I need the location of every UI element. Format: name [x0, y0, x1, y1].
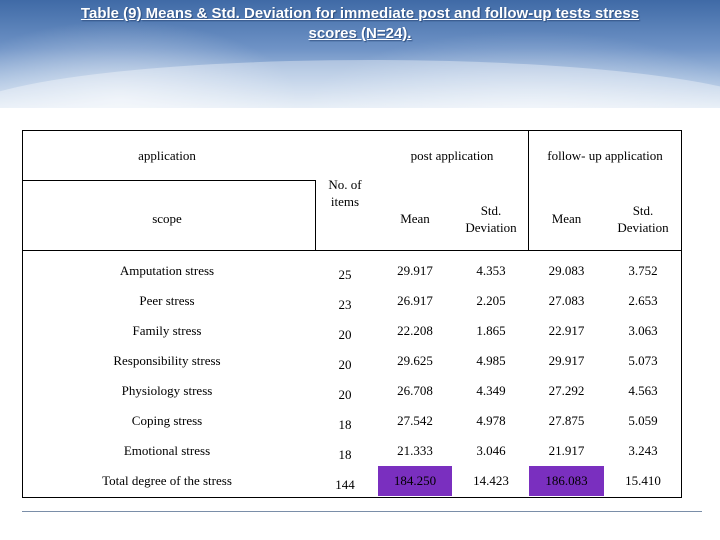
title-line-2: scores (N=24).	[308, 25, 412, 42]
row-scope: Peer stress	[139, 293, 195, 308]
row-post-mean: 184.250	[393, 473, 437, 488]
header-divider	[22, 180, 315, 181]
row-items: 18	[338, 417, 352, 432]
row-fu-mean: 27.292	[548, 383, 585, 398]
row-items: 144	[335, 477, 355, 492]
row-items: 20	[338, 327, 352, 342]
header-post-std: Std. Deviation	[465, 203, 517, 235]
header-fu-mean: Mean	[551, 211, 582, 226]
row-fu-std: 2.653	[628, 293, 658, 308]
header-fu-std: Std. Deviation	[617, 203, 669, 235]
title-line-1: Table (9) Means & Std. Deviation for imm…	[80, 5, 640, 22]
row-post-std: 4.349	[476, 383, 506, 398]
row-fu-std: 3.752	[628, 263, 658, 278]
row-fu-std: 5.059	[628, 413, 658, 428]
row-scope: Coping stress	[131, 413, 203, 428]
header-post-application: post application	[410, 148, 494, 163]
row-post-mean: 29.625	[397, 353, 433, 368]
row-fu-std: 3.243	[628, 443, 658, 458]
row-post-std: 3.046	[476, 443, 506, 458]
row-scope: Amputation stress	[119, 263, 215, 278]
total-fu-mean-highlight	[529, 466, 604, 496]
column-divider	[315, 180, 316, 250]
header-items: No. of items	[328, 177, 362, 209]
row-post-std: 2.205	[476, 293, 506, 308]
row-fu-mean: 21.917	[548, 443, 585, 458]
row-scope: Family stress	[132, 323, 202, 338]
header-scope: scope	[152, 211, 182, 226]
row-post-std: 4.353	[476, 263, 506, 278]
row-post-mean: 29.917	[397, 263, 433, 278]
header-application: application	[138, 148, 196, 163]
row-post-mean: 21.333	[397, 443, 433, 458]
footer-divider	[22, 511, 702, 512]
table-frame	[22, 130, 682, 498]
row-fu-std: 5.073	[628, 353, 658, 368]
row-post-std: 4.985	[476, 353, 506, 368]
row-post-mean: 26.917	[397, 293, 433, 308]
row-fu-std: 4.563	[628, 383, 658, 398]
row-post-mean: 22.208	[397, 323, 433, 338]
row-items: 18	[338, 447, 352, 462]
header-post-mean: Mean	[400, 211, 430, 226]
row-fu-mean: 29.083	[548, 263, 585, 278]
row-fu-mean: 29.917	[548, 353, 585, 368]
row-fu-mean: 27.875	[548, 413, 585, 428]
row-post-std: 14.423	[473, 473, 509, 488]
row-fu-mean: 186.083	[545, 473, 588, 488]
row-fu-mean: 22.917	[548, 323, 585, 338]
row-post-std: 4.978	[476, 413, 506, 428]
row-scope: Physiology stress	[121, 383, 213, 398]
row-fu-std: 15.410	[625, 473, 661, 488]
header-follow-up-application: follow- up application	[547, 148, 663, 163]
total-post-mean-highlight	[378, 466, 452, 496]
row-scope: Responsibility stress	[113, 353, 221, 368]
row-items: 25	[338, 267, 352, 282]
row-items: 23	[338, 297, 352, 312]
row-post-mean: 27.542	[397, 413, 433, 428]
column-divider	[528, 130, 529, 250]
row-items: 20	[338, 357, 352, 372]
row-scope: Emotional stress	[123, 443, 211, 458]
header-divider	[22, 250, 682, 251]
row-fu-std: 3.063	[628, 323, 658, 338]
row-items: 20	[338, 387, 352, 402]
row-post-std: 1.865	[476, 323, 506, 338]
stress-table: application post application follow- up …	[22, 130, 682, 498]
row-post-mean: 26.708	[397, 383, 433, 398]
row-fu-mean: 27.083	[548, 293, 585, 308]
page-title: Table (9) Means & Std. Deviation for imm…	[0, 4, 720, 44]
header-band	[0, 0, 720, 108]
row-scope: Total degree of the stress	[102, 473, 232, 488]
